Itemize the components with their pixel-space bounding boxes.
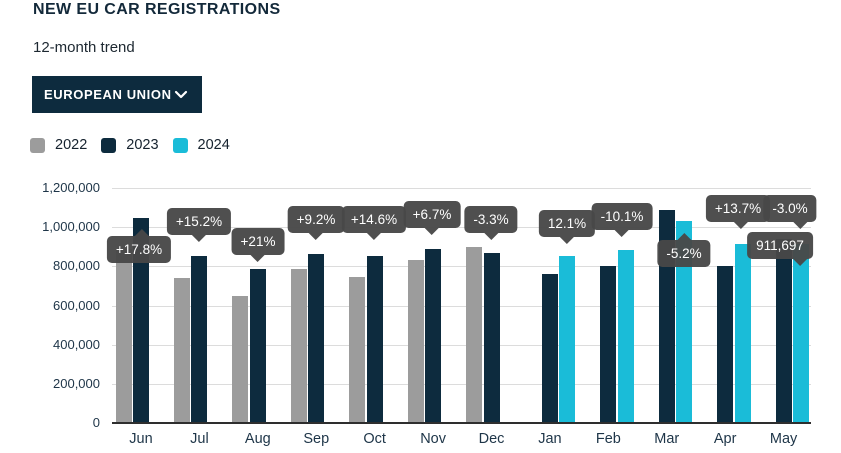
legend-item-2023[interactable]: 2023 [101, 137, 159, 153]
bar-2022-jul[interactable] [174, 278, 191, 423]
bar-2023-aug[interactable] [249, 268, 266, 423]
tooltip-pointer [792, 259, 807, 266]
gridline [112, 383, 811, 385]
bar-2023-sep[interactable] [308, 254, 325, 423]
x-axis-label-aug: Aug [244, 431, 271, 447]
gridline [112, 344, 811, 346]
bar-2024-mar[interactable] [676, 220, 693, 423]
chevron-down-icon [174, 90, 188, 99]
tooltip-pointer [135, 229, 150, 236]
gridline [112, 227, 811, 229]
y-axis-label: 800,000 [53, 258, 100, 274]
page-title: NEW EU CAR REGISTRATIONS [33, 1, 281, 18]
bar-2024-feb[interactable] [617, 249, 634, 423]
legend-label: 2024 [197, 137, 230, 153]
tooltip-aug-21: +21% [231, 228, 285, 262]
bar-2023-dec[interactable] [483, 253, 500, 423]
legend-item-2024[interactable]: 2024 [172, 137, 230, 153]
x-axis-line [112, 422, 811, 424]
bar-2023-jun[interactable] [133, 218, 149, 423]
bar-2024-may[interactable] [793, 244, 810, 423]
gridline [112, 266, 811, 268]
tooltip-pointer [366, 233, 381, 240]
bar-2024-jan[interactable] [559, 256, 576, 423]
y-axis-label: 200,000 [53, 375, 100, 391]
bar-2022-nov[interactable] [407, 260, 424, 423]
y-axis-label: 0 [92, 415, 100, 430]
tooltip-nov-67: +6.7% [403, 201, 461, 235]
tooltip-may-30: -3.0% [763, 195, 817, 229]
x-axis-label-mar: Mar [654, 431, 680, 447]
tooltip-apr-137: +13.7% [705, 195, 771, 229]
tooltip-oct-146: +14.6% [341, 206, 407, 240]
tooltip-mar-52: -5.2% [657, 233, 711, 267]
tooltip-jul-152: +15.2% [166, 208, 232, 242]
legend-swatch-2023 [101, 137, 117, 153]
tooltip-pointer [615, 230, 629, 237]
chart-subtitle: 12-month trend [33, 39, 135, 56]
x-axis-label-jan: Jan [538, 431, 562, 447]
x-axis-label-feb: Feb [595, 431, 621, 447]
bar-2023-oct[interactable] [366, 255, 383, 423]
legend-item-2022[interactable]: 2022 [30, 137, 87, 153]
legend-swatch-2022 [30, 137, 45, 153]
x-axis-label-may: May [769, 431, 798, 447]
tooltip-feb-101: -10.1% [591, 203, 653, 237]
tooltip-dec-33: -3.3% [464, 206, 518, 240]
bar-2022-dec[interactable] [466, 247, 483, 423]
tooltip-pointer [309, 233, 323, 240]
legend: 2022 2023 2024 [30, 137, 230, 153]
legend-swatch-2024 [172, 137, 188, 153]
x-axis-label-nov: Nov [420, 431, 446, 447]
x-axis-label-dec: Dec [478, 431, 505, 447]
tooltip-pointer [251, 255, 265, 262]
bar-2023-jul[interactable] [191, 256, 208, 423]
x-axis-label-sep: Sep [303, 431, 330, 447]
y-axis-label: 1,200,000 [42, 180, 100, 195]
tooltip-pointer [191, 235, 206, 242]
x-axis-label-jun: Jun [129, 431, 153, 447]
bar-2023-nov[interactable] [425, 249, 442, 423]
x-axis-label-apr: Apr [713, 431, 737, 447]
region-dropdown-label: EUROPEAN UNION [44, 87, 172, 102]
tooltip-jun-178: +17.8% [106, 229, 172, 263]
tooltip-pointer [734, 222, 749, 229]
y-axis-label: 400,000 [53, 336, 100, 352]
tooltip-may-911697: 911,697 [747, 232, 813, 266]
x-axis-label-jul: Jul [190, 431, 209, 447]
bar-2023-jan[interactable] [541, 274, 558, 423]
y-axis-label: 1,000,000 [42, 219, 100, 235]
bar-2022-aug[interactable] [232, 295, 249, 423]
tooltip-sep-92: +9.2% [287, 206, 345, 240]
bar-2022-oct[interactable] [349, 276, 366, 423]
bar-2022-jun[interactable] [115, 249, 132, 423]
bar-2023-apr[interactable] [717, 265, 734, 423]
tooltip-pointer [560, 237, 574, 244]
legend-label: 2022 [55, 137, 88, 153]
gridline [112, 188, 811, 189]
bar-2023-feb[interactable] [600, 265, 617, 423]
tooltip-pointer [677, 233, 691, 240]
tooltip-pointer [484, 233, 498, 240]
tooltip-jan-121: 12.1% [538, 210, 596, 244]
x-axis-label-oct: Oct [363, 431, 386, 447]
bar-2024-apr[interactable] [734, 244, 751, 423]
legend-label: 2023 [126, 137, 159, 153]
tooltip-pointer [425, 228, 439, 235]
bar-2023-may[interactable] [775, 238, 792, 423]
region-dropdown[interactable]: EUROPEAN UNION [32, 76, 202, 113]
gridline [112, 305, 811, 307]
tooltip-pointer [793, 222, 808, 229]
y-axis-label: 600,000 [53, 297, 100, 313]
bar-2022-sep[interactable] [290, 268, 307, 423]
